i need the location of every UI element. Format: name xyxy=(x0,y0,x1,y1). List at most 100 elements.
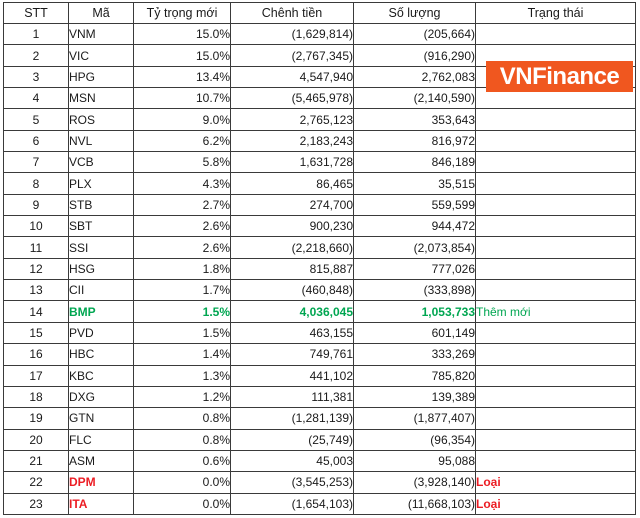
stt-cell: 13 xyxy=(3,279,69,302)
cash-diff-cell: 45,003 xyxy=(230,449,354,473)
stt-cell: 4 xyxy=(3,87,69,110)
ticker-cell: NVL xyxy=(68,129,134,153)
status-cell xyxy=(475,215,636,238)
quantity-cell: (11,668,103) xyxy=(353,492,476,516)
weight-cell: 15.0% xyxy=(133,22,231,46)
cash-diff-cell: 749,761 xyxy=(230,343,354,366)
cash-diff-cell: 4,547,940 xyxy=(230,65,354,89)
quantity-cell: (96,354) xyxy=(353,428,476,451)
status-cell xyxy=(475,257,636,281)
ticker-cell: VNM xyxy=(68,22,134,46)
ticker-cell: BMP xyxy=(68,300,134,323)
stt-cell: 14 xyxy=(3,300,69,323)
status-cell xyxy=(475,449,636,473)
quantity-cell: 777,026 xyxy=(353,257,476,281)
stt-cell: 23 xyxy=(3,492,69,516)
status-cell xyxy=(475,108,636,131)
status-cell xyxy=(475,343,636,366)
stt-cell: 19 xyxy=(3,407,69,430)
weight-cell: 0.6% xyxy=(133,449,231,473)
weight-cell: 15.0% xyxy=(133,44,231,67)
cash-diff-cell: 86,465 xyxy=(230,172,354,195)
quantity-cell: 559,599 xyxy=(353,193,476,217)
header-row: STT Mã Tỷ trọng mới Chênh tiền Số lượng … xyxy=(3,2,636,24)
stt-cell: 5 xyxy=(3,108,69,131)
vnfinance-logo-text: VNFinance xyxy=(499,62,620,90)
weight-cell: 1.4% xyxy=(133,343,231,366)
ticker-cell: DPM xyxy=(68,471,134,494)
cash-diff-cell: (460,848) xyxy=(230,279,354,302)
table-row: 19 GTN 0.8% (1,281,139) (1,877,407) xyxy=(3,407,636,430)
table-row: 5 ROS 9.0% 2,765,123 353,643 xyxy=(3,108,636,131)
table-row: 6 NVL 6.2% 2,183,243 816,972 xyxy=(3,129,636,153)
stt-cell: 8 xyxy=(3,172,69,195)
quantity-cell: 95,088 xyxy=(353,449,476,473)
quantity-cell: 139,389 xyxy=(353,385,476,409)
cash-diff-cell: 4,036,045 xyxy=(230,300,354,323)
cash-diff-cell: 111,381 xyxy=(230,385,354,409)
ticker-cell: PVD xyxy=(68,321,134,345)
weight-cell: 2.6% xyxy=(133,215,231,238)
weight-cell: 1.8% xyxy=(133,257,231,281)
weight-cell: 1.2% xyxy=(133,385,231,409)
vnfinance-logo: VNFinance xyxy=(486,61,633,92)
cash-diff-cell: (3,545,253) xyxy=(230,471,354,494)
table-row: 10 SBT 2.6% 900,230 944,472 xyxy=(3,215,636,238)
table-row: 16 HBC 1.4% 749,761 333,269 xyxy=(3,343,636,366)
quantity-cell: (2,140,590) xyxy=(353,87,476,110)
weight-cell: 0.0% xyxy=(133,471,231,494)
ticker-cell: KBC xyxy=(68,364,134,387)
status-cell xyxy=(475,279,636,302)
column-header-quantity: Số lượng xyxy=(353,2,476,24)
cash-diff-cell: 441,102 xyxy=(230,364,354,387)
cash-diff-cell: (1,629,814) xyxy=(230,22,354,46)
status-cell xyxy=(475,151,636,174)
ticker-cell: HBC xyxy=(68,343,134,366)
weight-cell: 0.0% xyxy=(133,492,231,516)
quantity-cell: (3,928,140) xyxy=(353,471,476,494)
status-cell xyxy=(475,236,636,259)
ticker-cell: VCB xyxy=(68,151,134,174)
quantity-cell: (1,877,407) xyxy=(353,407,476,430)
table-row: 23 ITA 0.0% (1,654,103) (11,668,103) Loại xyxy=(3,492,636,516)
table-row: 11 SSI 2.6% (2,218,660) (2,073,854) xyxy=(3,236,636,259)
cash-diff-cell: 815,887 xyxy=(230,257,354,281)
status-cell: Thêm mới xyxy=(475,300,636,323)
weight-cell: 2.6% xyxy=(133,236,231,259)
stt-cell: 3 xyxy=(3,65,69,89)
ticker-cell: ROS xyxy=(68,108,134,131)
ticker-cell: SSI xyxy=(68,236,134,259)
cash-diff-cell: (2,218,660) xyxy=(230,236,354,259)
ticker-cell: VIC xyxy=(68,44,134,67)
ticker-cell: FLC xyxy=(68,428,134,451)
status-cell: Loại xyxy=(475,471,636,494)
table-row: 12 HSG 1.8% 815,887 777,026 xyxy=(3,257,636,281)
table-row: 8 PLX 4.3% 86,465 35,515 xyxy=(3,172,636,195)
status-cell xyxy=(475,407,636,430)
ticker-cell: STB xyxy=(68,193,134,217)
stt-cell: 16 xyxy=(3,343,69,366)
table-body: 1 VNM 15.0% (1,629,814) (205,664) 2 VIC 15.0% (2… xyxy=(3,22,636,516)
cash-diff-cell: (25,749) xyxy=(230,428,354,451)
stt-cell: 22 xyxy=(3,471,69,494)
stt-cell: 2 xyxy=(3,44,69,67)
status-cell xyxy=(475,129,636,153)
stt-cell: 10 xyxy=(3,215,69,238)
table-row: 21 ASM 0.6% 45,003 95,088 xyxy=(3,449,636,473)
cash-diff-cell: 463,155 xyxy=(230,321,354,345)
cash-diff-cell: 274,700 xyxy=(230,193,354,217)
quantity-cell: (916,290) xyxy=(353,44,476,67)
column-header-status: Trạng thái xyxy=(475,2,636,24)
cash-diff-cell: (1,654,103) xyxy=(230,492,354,516)
table-row: 18 DXG 1.2% 111,381 139,389 xyxy=(3,385,636,409)
quantity-cell: (333,898) xyxy=(353,279,476,302)
ticker-cell: SBT xyxy=(68,215,134,238)
status-cell: Loại xyxy=(475,492,636,516)
column-header-new-weight: Tỷ trọng mới xyxy=(133,2,231,24)
quantity-cell: 846,189 xyxy=(353,151,476,174)
status-cell xyxy=(475,428,636,451)
ticker-cell: ITA xyxy=(68,492,134,516)
table-row: 15 PVD 1.5% 463,155 601,149 xyxy=(3,321,636,345)
weight-cell: 1.5% xyxy=(133,300,231,323)
stt-cell: 1 xyxy=(3,22,69,46)
